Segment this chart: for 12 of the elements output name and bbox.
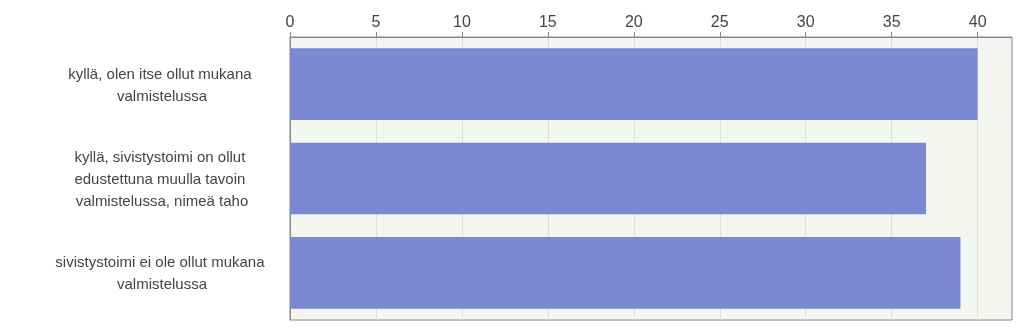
y-tick-label: kyllä, olen itse ollut mukana valmistelussa bbox=[68, 64, 256, 104]
x-tick-label: 30 bbox=[796, 12, 815, 30]
y-tick-label: sivistystoimi ei ole ollut mukana valmistelussa bbox=[55, 253, 269, 293]
x-tick-label: 10 bbox=[453, 12, 471, 30]
x-tick-label: 25 bbox=[710, 12, 729, 30]
y-tick-label: kyllä, sivistystoimi on ollut edustettuna muulla tavoin valmistelussa, nimeä taho bbox=[74, 148, 250, 209]
x-tick-label: 0 bbox=[285, 12, 295, 30]
x-tick-label: 20 bbox=[624, 12, 643, 30]
x-tick-label: 35 bbox=[882, 12, 901, 30]
x-tick-label: 40 bbox=[968, 12, 987, 30]
x-tick-label: 5 bbox=[371, 12, 381, 30]
x-tick-label: 15 bbox=[538, 12, 557, 30]
